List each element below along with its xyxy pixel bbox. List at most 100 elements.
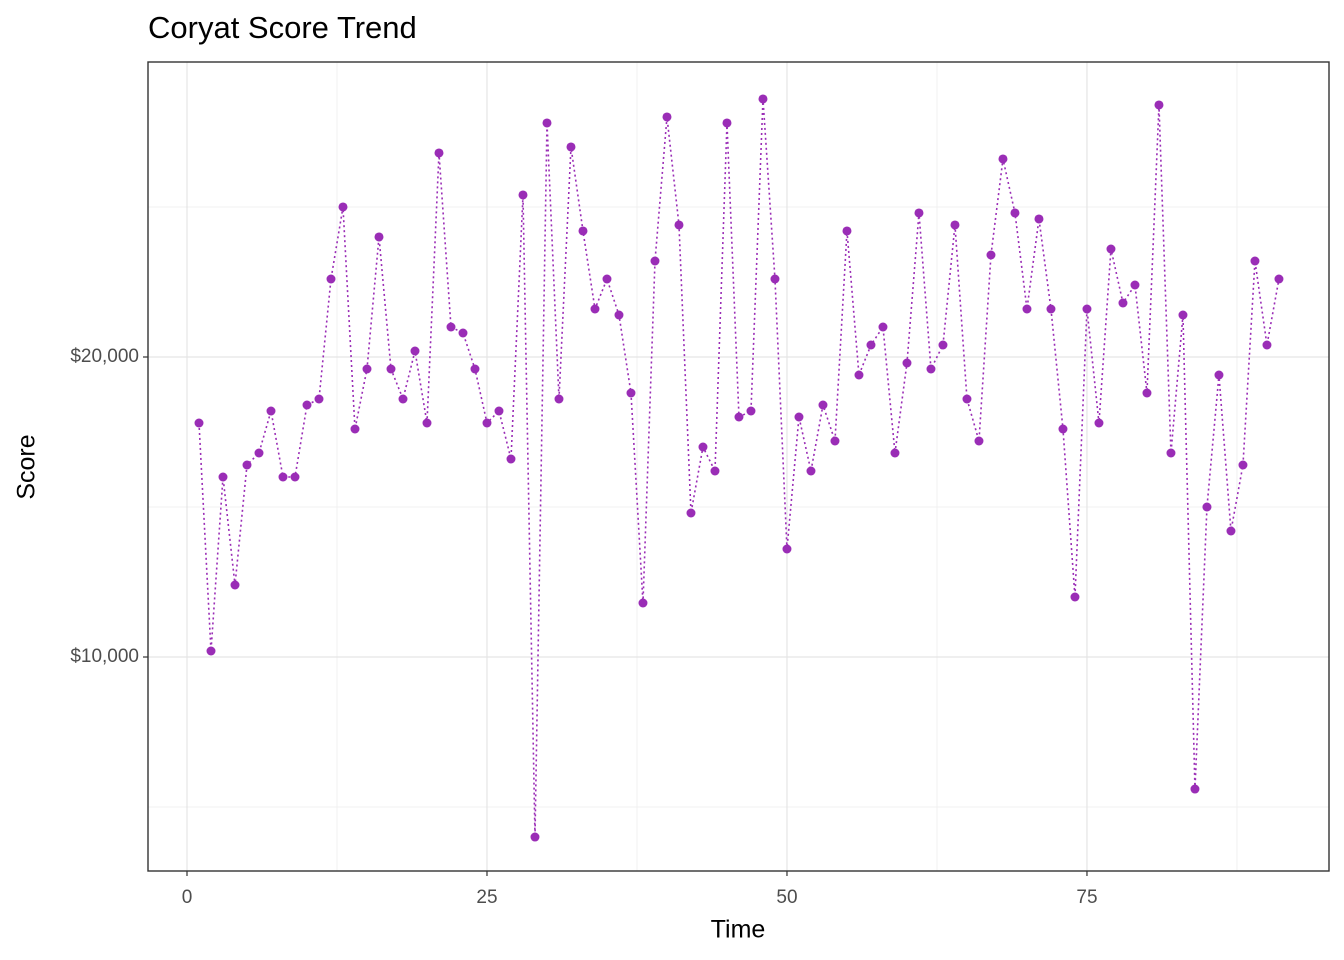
data-point [1202, 502, 1212, 512]
data-point [698, 442, 708, 452]
data-point [206, 646, 216, 656]
data-point [482, 418, 492, 428]
y-tick-label: $20,000 [70, 346, 139, 367]
data-point [398, 394, 408, 404]
data-point [242, 460, 252, 470]
data-point [1094, 418, 1104, 428]
data-point [878, 322, 888, 332]
data-point [770, 274, 780, 284]
x-axis-label: Time [711, 916, 766, 944]
data-point [938, 340, 948, 350]
data-point [554, 394, 564, 404]
series-line [198, 98, 1280, 838]
data-point [230, 580, 240, 590]
data-point [650, 256, 660, 266]
data-point [1226, 526, 1236, 536]
data-point [614, 310, 624, 320]
data-point [782, 544, 792, 554]
data-point [638, 598, 648, 608]
data-point [1010, 208, 1020, 218]
data-point [1034, 214, 1044, 224]
data-point [746, 406, 756, 416]
data-point [974, 436, 984, 446]
data-point [1142, 388, 1152, 398]
data-point [1274, 274, 1284, 284]
data-point [722, 118, 732, 128]
data-point [1130, 280, 1140, 290]
data-point [662, 112, 672, 122]
data-point [1214, 370, 1224, 380]
x-tick-label: 25 [476, 887, 497, 908]
data-point [926, 364, 936, 374]
data-point [1190, 784, 1200, 794]
data-point [494, 406, 504, 416]
data-point [1046, 304, 1056, 314]
data-point [1262, 340, 1272, 350]
data-point [350, 424, 360, 434]
data-point [326, 274, 336, 284]
x-tick-label: 50 [776, 887, 797, 908]
data-point [314, 394, 324, 404]
data-point [734, 412, 744, 422]
data-point [302, 400, 312, 410]
data-point [530, 832, 540, 842]
chart-title: Coryat Score Trend [148, 10, 417, 45]
data-point [410, 346, 420, 356]
data-point [902, 358, 912, 368]
data-point [1154, 100, 1164, 110]
y-axis-label: Score [13, 434, 41, 499]
data-point [266, 406, 276, 416]
data-point [998, 154, 1008, 164]
data-point [1082, 304, 1092, 314]
y-tick-label: $10,000 [70, 646, 139, 667]
data-point [338, 202, 348, 212]
data-point [1070, 592, 1080, 602]
data-point [386, 364, 396, 374]
data-point [458, 328, 468, 338]
data-point [218, 472, 228, 482]
plot-border [147, 61, 1330, 872]
x-tick-label: 75 [1076, 887, 1097, 908]
data-point [434, 148, 444, 158]
data-point [758, 94, 768, 104]
data-point [602, 274, 612, 284]
data-point [818, 400, 828, 410]
data-point [806, 466, 816, 476]
data-point [254, 448, 264, 458]
data-point [194, 418, 204, 428]
data-point [422, 418, 432, 428]
data-point [1058, 424, 1068, 434]
data-point [566, 142, 576, 152]
data-point [854, 370, 864, 380]
data-point [506, 454, 516, 464]
data-point [1178, 310, 1188, 320]
data-point [1166, 448, 1176, 458]
data-point [374, 232, 384, 242]
data-point [890, 448, 900, 458]
data-point [1238, 460, 1248, 470]
data-point [914, 208, 924, 218]
data-point [674, 220, 684, 230]
data-point [866, 340, 876, 350]
data-point [626, 388, 636, 398]
data-point [1118, 298, 1128, 308]
data-point [590, 304, 600, 314]
data-point [686, 508, 696, 518]
data-point [1022, 304, 1032, 314]
data-point [830, 436, 840, 446]
data-point [278, 472, 288, 482]
data-point [542, 118, 552, 128]
data-point [710, 466, 720, 476]
data-point [470, 364, 480, 374]
data-point [1250, 256, 1260, 266]
data-point [446, 322, 456, 332]
data-point [842, 226, 852, 236]
data-point [950, 220, 960, 230]
data-point [986, 250, 996, 260]
data-point [1106, 244, 1116, 254]
x-tick-label: 0 [182, 887, 193, 908]
data-point [518, 190, 528, 200]
data-point [962, 394, 972, 404]
data-point [290, 472, 300, 482]
